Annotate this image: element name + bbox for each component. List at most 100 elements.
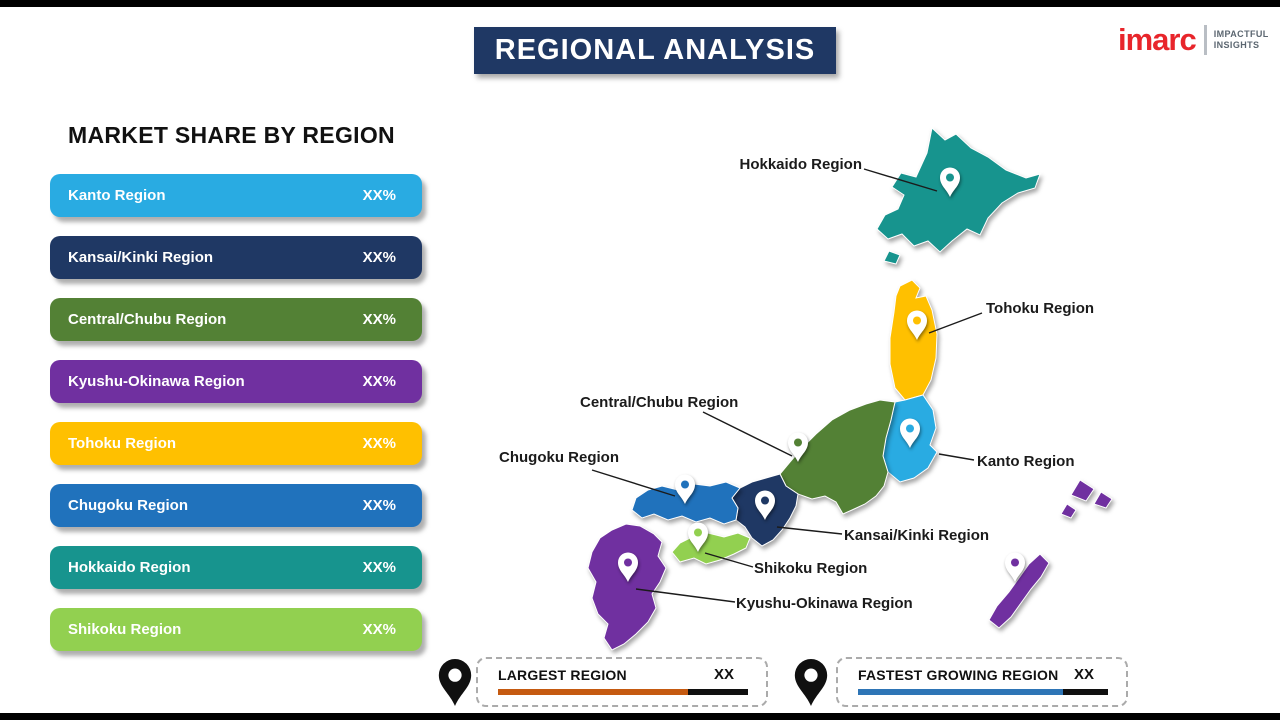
legend-row: FASTEST GROWING REGION XX (858, 666, 1108, 683)
pin-hole (794, 438, 802, 447)
largest-region-label: LARGEST REGION (498, 666, 627, 683)
map-label-kansai: Kansai/Kinki Region (844, 527, 990, 544)
region-hokkaido-islet (883, 250, 901, 265)
bar-value: XX% (362, 621, 396, 638)
pin-hokkaido (940, 167, 960, 197)
map-label-hokkaido: Hokkaido Region (739, 156, 862, 173)
map-label-kanto: Kanto Region (977, 453, 1075, 470)
pin-hole (624, 558, 632, 567)
pin-kyushu (618, 552, 638, 582)
pin-kansai (755, 490, 775, 520)
map-label-tohoku: Tohoku Region (986, 300, 1095, 317)
page-title-text: REGIONAL ANALYSIS (494, 34, 816, 66)
pin-shikoku (688, 522, 708, 552)
bar-value: XX% (362, 497, 396, 514)
pin-chubu (788, 432, 808, 462)
pin-chugoku (675, 474, 695, 504)
bar-label: Kansai/Kinki Region (68, 249, 214, 266)
logo-tagline: IMPACTFUL INSIGHTS (1214, 29, 1269, 51)
legend-row: LARGEST REGION XX (498, 666, 748, 683)
fastest-growing-pin-icon (794, 659, 828, 707)
pin-icon (1005, 552, 1025, 582)
leader-chugoku (591, 469, 676, 497)
market-share-bar-chugoku: Chugoku Region XX% (50, 484, 422, 527)
pin-icon (907, 310, 927, 340)
largest-region-pin-icon (438, 659, 472, 707)
largest-region-bar (498, 689, 748, 695)
region-kyushu (587, 523, 667, 651)
pin-hole (694, 528, 702, 537)
pin-hole (906, 424, 914, 433)
pin-hole (913, 316, 921, 325)
bar-value: XX% (362, 559, 396, 576)
leader-kanto (938, 453, 975, 461)
bar-label: Hokkaido Region (68, 559, 191, 576)
map-label-kyushu-okinawa: Kyushu-Okinawa Region (736, 595, 913, 612)
pin-icon (675, 474, 695, 504)
leader-tohoku (928, 312, 983, 334)
bar-label: Shikoku Region (68, 621, 182, 638)
pin-icon (755, 490, 775, 520)
largest-region-legend: LARGEST REGION XX (476, 657, 768, 707)
map-label-chubu: Central/Chubu Region (580, 394, 739, 411)
bar-label: Tohoku Region (68, 435, 177, 452)
region-okinawa-main (988, 553, 1050, 629)
bar-label: Chugoku Region (68, 497, 188, 514)
pin-hole (1011, 558, 1019, 567)
largest-region-bar-end (688, 689, 748, 695)
bar-label: Central/Chubu Region (68, 311, 227, 328)
bottom-border-strip (0, 713, 1280, 720)
market-share-bar-kansai: Kansai/Kinki Region XX% (50, 236, 422, 279)
map-leader-lines (591, 168, 983, 603)
pin-okinawa (1005, 552, 1025, 582)
region-shikoku (671, 532, 751, 565)
market-share-bar-tohoku: Tohoku Region XX% (50, 422, 422, 465)
region-tohoku (889, 279, 938, 401)
market-share-list: Kanto Region XX% Kansai/Kinki Region XX%… (50, 174, 422, 670)
fastest-growing-label: FASTEST GROWING REGION (858, 666, 1059, 683)
leader-chubu (702, 411, 793, 457)
pin-kanto (900, 418, 920, 448)
market-share-bar-chubu: Central/Chubu Region XX% (50, 298, 422, 341)
logo-tagline-line2: INSIGHTS (1213, 39, 1260, 50)
fastest-growing-bar-end (1063, 689, 1108, 695)
region-okinawa-islet (1060, 503, 1077, 519)
pin-icon (618, 552, 638, 582)
market-share-bar-kanto: Kanto Region XX% (50, 174, 422, 217)
fastest-growing-value: XX (1073, 666, 1094, 683)
region-chubu (779, 399, 896, 515)
top-border-strip (0, 0, 1280, 7)
pin-icon (688, 522, 708, 552)
bar-label: Kanto Region (68, 187, 166, 204)
page-title: REGIONAL ANALYSIS (474, 27, 836, 74)
map-pins (618, 167, 1025, 582)
logo-brand-text: imarc (1118, 22, 1197, 57)
bar-value: XX% (362, 435, 396, 452)
logo-tagline-line1: IMPACTFUL (1213, 28, 1269, 39)
logo-divider (1203, 24, 1207, 55)
largest-region-value: XX (713, 666, 734, 683)
region-okinawa-islet (1070, 479, 1095, 502)
pin-hole (946, 173, 954, 182)
japan-map (587, 127, 1113, 670)
market-share-bar-hokkaido: Hokkaido Region XX% (50, 546, 422, 589)
market-share-bar-kyushu-okinawa: Kyushu-Okinawa Region XX% (50, 360, 422, 403)
pin-hole (681, 480, 689, 489)
pin-hole (761, 496, 769, 505)
leader-hokkaido (863, 168, 938, 192)
leader-kansai (776, 526, 843, 535)
region-hokkaido (876, 127, 1041, 253)
market-share-bar-shikoku: Shikoku Region XX% (50, 608, 422, 651)
map-label-chugoku: Chugoku Region (499, 449, 619, 466)
fastest-growing-legend: FASTEST GROWING REGION XX (836, 657, 1128, 707)
largest-region-bar-main (498, 689, 688, 695)
fastest-growing-bar (858, 689, 1108, 695)
pin-icon (788, 432, 808, 462)
pin-icon (900, 418, 920, 448)
bar-value: XX% (362, 187, 396, 204)
pin-tohoku (907, 310, 927, 340)
pin-icon (940, 167, 960, 197)
map-label-shikoku: Shikoku Region (754, 560, 868, 577)
leader-kyushu-okinawa (635, 588, 736, 603)
